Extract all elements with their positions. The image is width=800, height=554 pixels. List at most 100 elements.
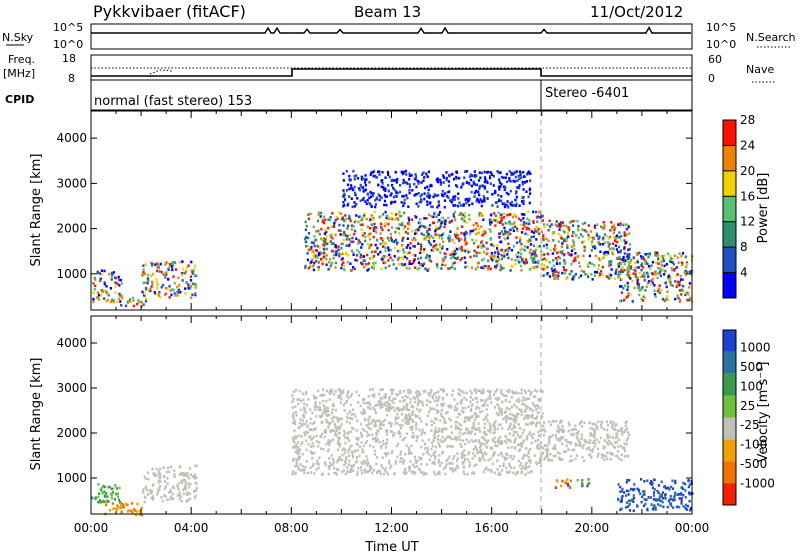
echo-cell xyxy=(318,406,321,409)
echo-cell xyxy=(428,236,431,240)
echo-cell xyxy=(640,264,643,267)
echo-cell xyxy=(401,172,404,176)
echo-cell xyxy=(407,232,410,235)
echo-cell xyxy=(545,243,548,247)
echo-cell xyxy=(554,247,557,251)
echo-cell xyxy=(352,225,355,228)
beam-title: Beam 13 xyxy=(354,3,421,21)
echo-cell xyxy=(135,510,138,513)
echo-cell xyxy=(351,453,354,456)
echo-cell xyxy=(472,424,475,427)
echo-cell xyxy=(512,424,516,427)
echo-cell xyxy=(628,253,631,256)
echo-cell xyxy=(181,473,184,477)
echo-cell xyxy=(573,448,576,451)
echo-cell xyxy=(178,481,181,485)
echo-cell xyxy=(329,392,332,395)
echo-cell xyxy=(509,202,512,205)
echo-cell xyxy=(322,388,325,391)
echo-cell xyxy=(462,213,465,217)
echo-cell xyxy=(448,405,451,409)
echo-cell xyxy=(685,265,688,269)
echo-cell xyxy=(371,194,375,197)
echo-cell xyxy=(337,229,340,232)
echo-cell xyxy=(449,404,452,408)
echo-cell xyxy=(170,465,173,469)
colorbar-tick-label: -500 xyxy=(740,457,767,471)
echo-cell xyxy=(448,435,452,439)
echo-cell xyxy=(372,267,375,270)
echo-cell xyxy=(460,249,463,252)
echo-cell xyxy=(572,427,575,431)
echo-cell xyxy=(496,427,499,431)
echo-cell xyxy=(458,413,461,416)
echo-cell xyxy=(555,479,558,482)
echo-cell xyxy=(367,262,370,265)
echo-cell xyxy=(194,286,197,289)
echo-cell xyxy=(628,499,631,503)
echo-cell xyxy=(512,419,515,422)
echo-cell xyxy=(627,489,630,493)
echo-cell xyxy=(445,427,448,431)
echo-cell xyxy=(686,291,689,295)
echo-cell xyxy=(166,477,169,480)
echo-cell xyxy=(315,230,318,233)
echo-cell xyxy=(460,217,463,221)
echo-cell xyxy=(484,400,487,403)
echo-cell xyxy=(531,252,534,256)
echo-cell xyxy=(304,410,307,414)
echo-cell xyxy=(388,253,391,257)
echo-cell xyxy=(382,260,385,263)
echo-cell xyxy=(460,402,463,405)
echo-cell xyxy=(162,273,165,276)
echo-cell xyxy=(477,415,480,418)
echo-cell xyxy=(612,436,615,439)
echo-cell xyxy=(392,263,395,266)
echo-cell xyxy=(299,408,302,412)
echo-cell xyxy=(110,487,113,491)
colorbar-segment xyxy=(723,221,736,248)
echo-cell xyxy=(143,475,146,479)
echo-cell xyxy=(370,250,373,254)
echo-cell xyxy=(475,221,478,225)
echo-cell xyxy=(396,417,399,420)
echo-cell xyxy=(110,276,113,279)
echo-cell xyxy=(344,472,347,476)
echo-cell xyxy=(158,290,161,294)
echo-cell xyxy=(344,441,347,445)
echo-cell xyxy=(503,232,506,235)
echo-cell xyxy=(411,230,414,233)
echo-cell xyxy=(425,403,428,407)
echo-cell xyxy=(636,487,639,491)
echo-cell xyxy=(542,274,545,277)
echo-cell xyxy=(320,237,323,240)
echo-cell xyxy=(430,408,433,411)
echo-cell xyxy=(413,194,416,197)
echo-cell xyxy=(510,417,513,420)
echo-cell xyxy=(355,214,358,217)
echo-cell xyxy=(365,430,369,434)
echo-cell xyxy=(191,272,194,275)
echo-cell xyxy=(325,247,328,251)
echo-cell xyxy=(561,442,564,446)
echo-cell xyxy=(397,218,400,221)
echo-cell xyxy=(299,463,302,466)
echo-cell xyxy=(485,241,488,245)
echo-cell xyxy=(474,432,477,436)
echo-cell xyxy=(490,252,493,255)
echo-cell xyxy=(515,215,518,219)
echo-cell xyxy=(360,468,363,472)
echo-cell xyxy=(524,232,527,236)
echo-cell xyxy=(442,439,445,443)
echo-cell xyxy=(483,438,486,442)
echo-cell xyxy=(534,254,537,257)
echo-cell xyxy=(512,179,515,183)
echo-cell xyxy=(418,266,421,270)
echo-cell xyxy=(513,221,516,224)
echo-cell xyxy=(680,254,683,258)
echo-cell xyxy=(482,418,485,421)
echo-cell xyxy=(527,397,531,400)
echo-cell xyxy=(301,468,304,472)
echo-cell xyxy=(517,174,520,178)
